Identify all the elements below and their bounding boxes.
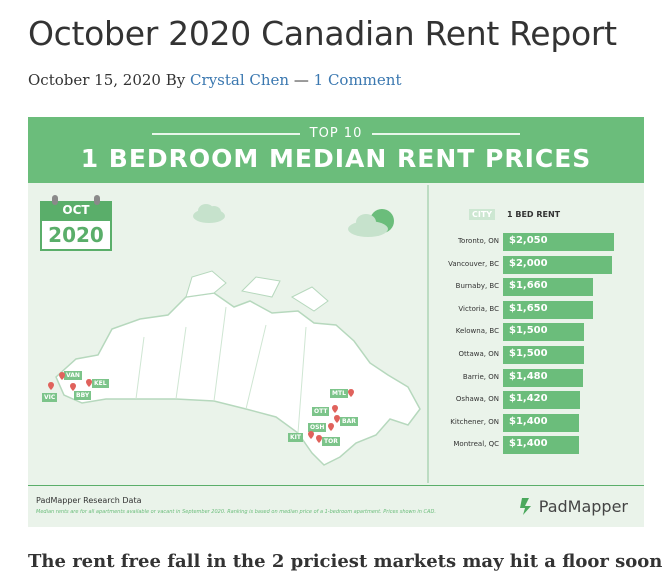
methodology-note: Median rents are for all apartments avai… bbox=[36, 509, 436, 515]
city-label: Barrie, ON bbox=[462, 372, 499, 381]
calendar-year: 2020 bbox=[40, 219, 112, 251]
meta-separator: — bbox=[293, 71, 309, 89]
rent-bar bbox=[503, 278, 594, 297]
city-label: Oshawa, ON bbox=[455, 395, 499, 404]
map-pin-label: KIT bbox=[288, 433, 303, 442]
rent-bar bbox=[503, 346, 585, 364]
rent-infographic: TOP 10 1 BEDROOM MEDIAN RENT PRICES OCT … bbox=[28, 117, 644, 527]
data-source: PadMapper Research Data bbox=[36, 496, 142, 505]
city-label: Kelowna, BC bbox=[455, 327, 499, 336]
rent-value-label: $1,650 bbox=[509, 302, 548, 314]
city-label: Burnaby, BC bbox=[455, 282, 499, 291]
map-pin-icon bbox=[86, 379, 92, 387]
map-pin-label: BAR bbox=[340, 417, 358, 426]
city-label: Kitchener, ON bbox=[450, 417, 499, 426]
infographic-footer: PadMapper Research Data Median rents are… bbox=[28, 485, 644, 527]
top-label: TOP 10 bbox=[28, 126, 644, 141]
rent-value-label: $1,420 bbox=[509, 393, 548, 405]
rent-value-label: $1,480 bbox=[509, 370, 548, 382]
author-link[interactable]: Crystal Chen bbox=[190, 71, 290, 89]
map-pin-label: KEL bbox=[92, 379, 109, 388]
map-pin-label: MTL bbox=[330, 389, 348, 398]
rent-bar bbox=[503, 255, 612, 274]
calendar-ring-icon bbox=[52, 195, 58, 205]
rent-value-label: $1,660 bbox=[509, 280, 548, 292]
map-pin-icon bbox=[348, 389, 354, 397]
rent-row: Burnaby, BC $1,660 bbox=[429, 278, 629, 297]
map-pin-icon bbox=[59, 372, 65, 380]
calendar-month: OCT bbox=[40, 201, 112, 219]
article-title: October 2020 Canadian Rent Report bbox=[28, 14, 617, 53]
calendar-ring-icon bbox=[94, 195, 100, 205]
map-pin-label: BBY bbox=[74, 391, 92, 400]
rent-row: Toronto, ON $2,050 bbox=[429, 233, 629, 251]
map-pin-icon bbox=[334, 415, 340, 423]
rent-value-label: $1,400 bbox=[509, 438, 548, 450]
infographic-title: 1 BEDROOM MEDIAN RENT PRICES bbox=[80, 144, 592, 173]
rent-value-label: $2,000 bbox=[509, 257, 548, 269]
rent-row: Oshawa, ON $1,420 bbox=[429, 391, 629, 410]
rent-bar bbox=[503, 436, 579, 455]
by-label: By bbox=[165, 71, 186, 89]
infographic-banner: TOP 10 1 BEDROOM MEDIAN RENT PRICES bbox=[28, 117, 644, 183]
map-pin-icon bbox=[332, 405, 338, 413]
rent-bar bbox=[503, 300, 593, 319]
rent-row: Montreal, QC $1,400 bbox=[429, 436, 629, 455]
comments-link[interactable]: 1 Comment bbox=[313, 71, 402, 89]
map-pin-icon bbox=[70, 383, 76, 391]
cloud-icon bbox=[193, 204, 225, 223]
city-label: Victoria, BC bbox=[458, 304, 499, 313]
city-label: Ottawa, ON bbox=[458, 350, 500, 358]
article-subheading: The rent free fall in the 2 priciest mar… bbox=[28, 551, 663, 572]
city-label: Toronto, ON bbox=[457, 237, 499, 245]
rent-row: Victoria, BC $1,650 bbox=[429, 300, 629, 319]
map-pin-label: VAN bbox=[64, 371, 82, 380]
padmapper-logo-icon bbox=[519, 498, 531, 515]
map-pin-icon bbox=[48, 382, 54, 390]
logo-text: PadMapper bbox=[538, 496, 628, 516]
map-pin-label: TOR bbox=[322, 437, 340, 446]
rent-value-label: $1,500 bbox=[509, 325, 548, 337]
map-pin-label: OTT bbox=[312, 407, 330, 416]
map-pin-label: OSH bbox=[308, 423, 327, 432]
rent-value-label: $2,050 bbox=[509, 235, 548, 246]
rent-chart-panel: CITY 1 BED RENT Toronto, ON $2,050 Vancouv… bbox=[427, 185, 627, 483]
rent-row: Kelowna, BC $1,500 bbox=[429, 323, 629, 342]
map-pin-icon bbox=[328, 423, 334, 431]
rent-value-label: $1,400 bbox=[509, 415, 548, 427]
rent-value-label: $1,500 bbox=[509, 348, 548, 359]
rent-bar bbox=[503, 413, 579, 432]
canada-map bbox=[55, 270, 421, 466]
sun-cloud-icon bbox=[348, 209, 394, 237]
rent-row: Ottawa, ON $1,500 bbox=[429, 346, 629, 364]
city-label: Vancouver, BC bbox=[448, 259, 499, 268]
rent-bar bbox=[503, 368, 584, 387]
map-pin-icon bbox=[316, 435, 322, 443]
rent-column-header: 1 BED RENT bbox=[507, 210, 561, 219]
rent-row: Vancouver, BC $2,000 bbox=[429, 255, 629, 274]
rent-bar bbox=[503, 233, 615, 251]
padmapper-logo: PadMapper bbox=[519, 496, 628, 516]
article-meta: October 15, 2020 By Crystal Chen — 1 Com… bbox=[28, 71, 401, 89]
rent-row: Kitchener, ON $1,400 bbox=[429, 413, 629, 432]
post-date: October 15, 2020 bbox=[28, 71, 161, 89]
city-label: Montreal, QC bbox=[453, 440, 499, 449]
city-column-header: CITY bbox=[469, 209, 496, 220]
rent-row: Barrie, ON $1,480 bbox=[429, 368, 629, 387]
map-pin-icon bbox=[308, 431, 314, 439]
map-pin-label: VIC bbox=[42, 393, 58, 402]
calendar-badge: OCT 2020 bbox=[40, 195, 112, 251]
rent-bar bbox=[503, 391, 581, 410]
rent-bar bbox=[503, 323, 585, 342]
